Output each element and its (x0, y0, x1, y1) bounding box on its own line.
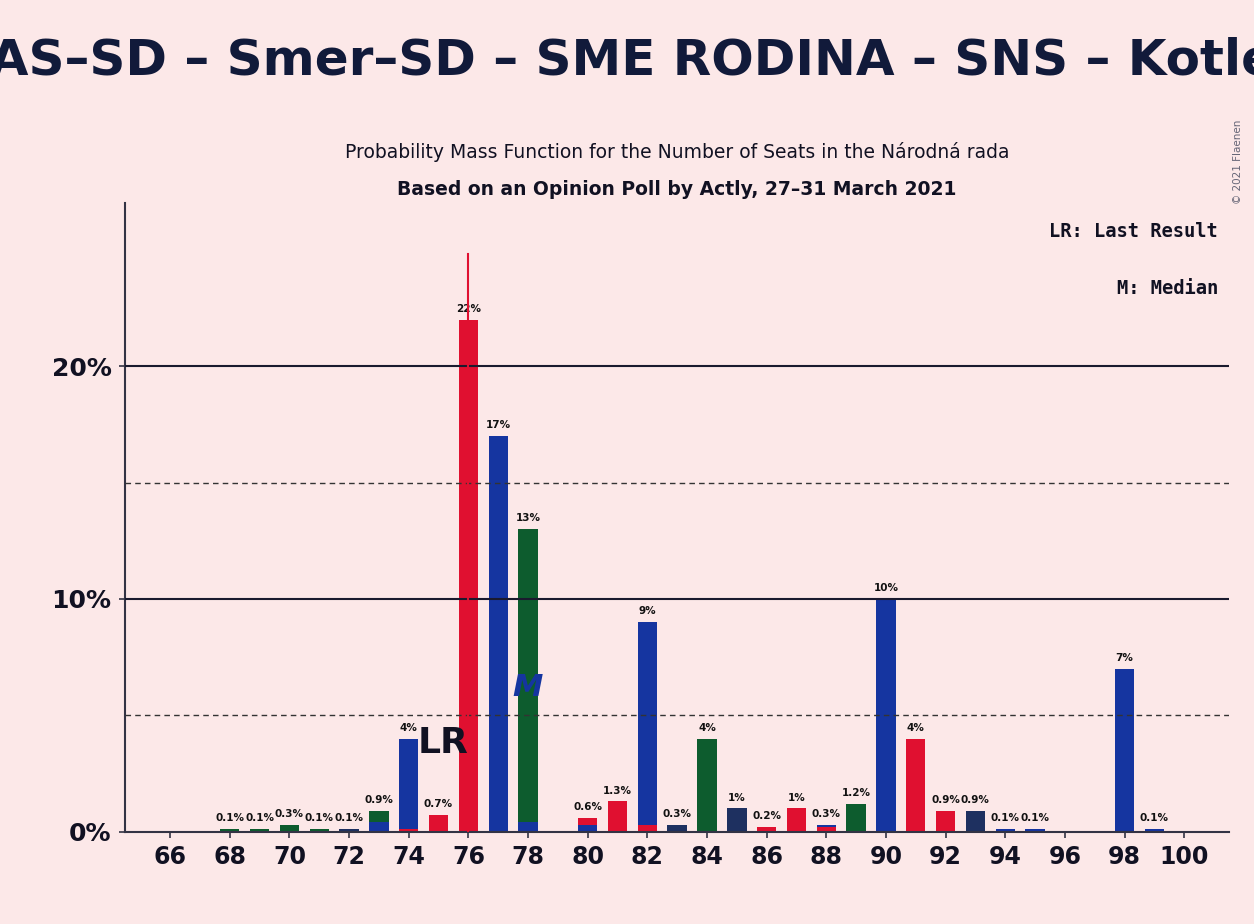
Bar (369, 822, 389, 832)
Bar (399, 738, 419, 832)
Bar (578, 824, 597, 832)
Bar (1145, 829, 1164, 832)
Bar (697, 738, 717, 832)
Text: 1.2%: 1.2% (841, 788, 870, 797)
Bar (340, 829, 359, 832)
Text: 1%: 1% (727, 793, 746, 803)
Bar (816, 827, 836, 832)
Text: 0.6%: 0.6% (573, 802, 602, 812)
Bar (877, 599, 895, 832)
Text: 0.9%: 0.9% (932, 795, 961, 805)
Bar (578, 818, 597, 832)
Bar (489, 436, 508, 832)
Bar (935, 810, 956, 832)
Text: M: M (513, 673, 543, 702)
Text: 9%: 9% (638, 606, 656, 616)
Text: 0.3%: 0.3% (662, 808, 692, 819)
Bar (518, 822, 538, 832)
Bar (518, 529, 538, 832)
Text: 0.2%: 0.2% (752, 811, 781, 821)
Bar (966, 810, 986, 832)
Text: 0.1%: 0.1% (216, 813, 245, 823)
Bar (518, 822, 538, 832)
Bar (846, 804, 865, 832)
Bar (608, 801, 627, 832)
Text: M: Median: M: Median (1116, 279, 1218, 298)
Bar (907, 738, 925, 832)
Text: 10%: 10% (874, 583, 898, 593)
Bar (310, 829, 329, 832)
Bar (1026, 829, 1045, 832)
Text: 13%: 13% (515, 513, 540, 523)
Bar (667, 824, 687, 832)
Text: 0.1%: 0.1% (1140, 813, 1169, 823)
Text: Probability Mass Function for the Number of Seats in the Národná rada: Probability Mass Function for the Number… (345, 141, 1009, 162)
Bar (996, 829, 1014, 832)
Text: LR: LR (418, 726, 469, 760)
Text: 0.1%: 0.1% (305, 813, 334, 823)
Text: 4%: 4% (400, 723, 418, 733)
Text: 0.3%: 0.3% (811, 808, 840, 819)
Bar (637, 824, 657, 832)
Bar (399, 829, 419, 832)
Bar (369, 810, 389, 832)
Bar (429, 815, 448, 832)
Bar (459, 320, 478, 832)
Text: © 2021 Flaenen: © 2021 Flaenen (1233, 120, 1243, 204)
Text: 1.3%: 1.3% (603, 785, 632, 796)
Text: 22%: 22% (456, 304, 480, 314)
Bar (816, 824, 836, 832)
Text: 0.7%: 0.7% (424, 799, 453, 809)
Bar (786, 808, 806, 832)
Text: 4%: 4% (698, 723, 716, 733)
Text: 0.1%: 0.1% (991, 813, 1020, 823)
Bar (996, 829, 1014, 832)
Text: 4%: 4% (907, 723, 924, 733)
Text: LR: Last Result: LR: Last Result (1050, 222, 1218, 241)
Text: 17%: 17% (485, 420, 510, 431)
Text: 0.3%: 0.3% (275, 808, 303, 819)
Text: HLAS–SD – Smer–SD – SME RODINA – SNS – Kotleba–ĽS: HLAS–SD – Smer–SD – SME RODINA – SNS – K… (0, 36, 1254, 84)
Text: 0.9%: 0.9% (365, 795, 394, 805)
Text: Based on an Opinion Poll by Actly, 27–31 March 2021: Based on an Opinion Poll by Actly, 27–31… (398, 179, 957, 199)
Text: 0.1%: 0.1% (1021, 813, 1050, 823)
Bar (1115, 669, 1134, 832)
Bar (280, 824, 300, 832)
Text: 1%: 1% (788, 793, 805, 803)
Text: 0.9%: 0.9% (961, 795, 989, 805)
Text: 0.1%: 0.1% (245, 813, 275, 823)
Bar (637, 622, 657, 832)
Bar (757, 827, 776, 832)
Text: 7%: 7% (1116, 653, 1134, 663)
Text: 0.1%: 0.1% (335, 813, 364, 823)
Bar (221, 829, 240, 832)
Bar (250, 829, 270, 832)
Bar (727, 808, 746, 832)
